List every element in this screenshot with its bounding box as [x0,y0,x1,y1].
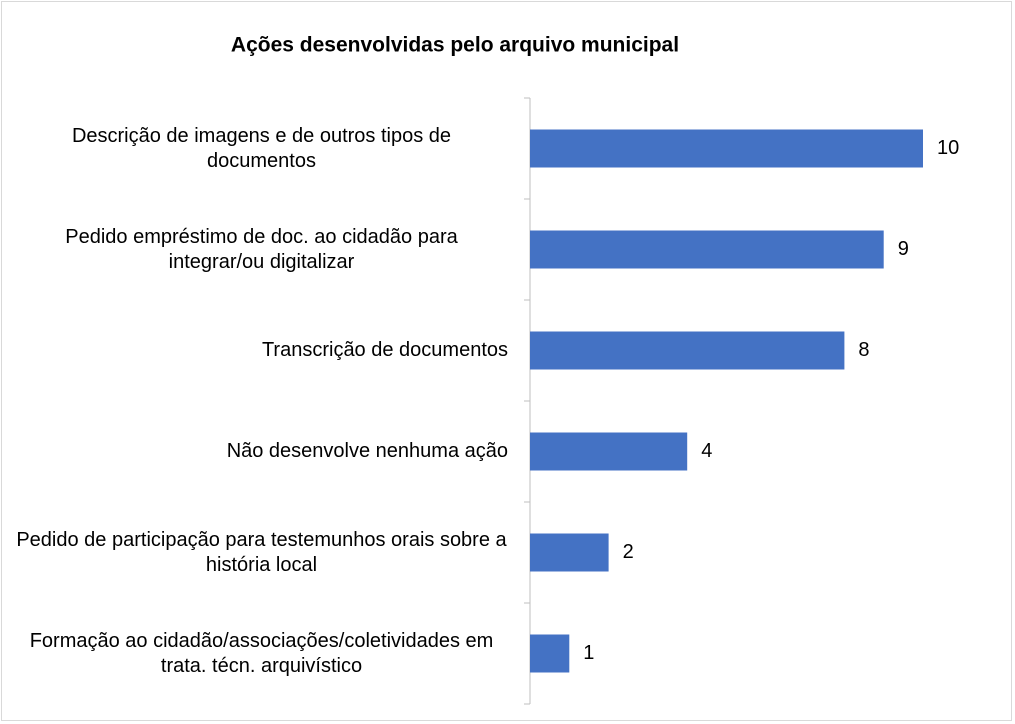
data-label: 4 [701,440,712,462]
category-label: Pedido empréstimo de doc. ao cidadão par… [65,225,458,273]
category-label: Formação ao cidadão/associações/coletivi… [29,629,494,677]
category-label: Pedido de participação para testemunhos … [16,528,507,576]
data-label: 2 [623,541,634,563]
category-label-box: Pedido empréstimo de doc. ao cidadão par… [15,199,508,300]
bar [530,331,845,370]
bar [530,129,923,168]
chart-title: Ações desenvolvidas pelo arquivo municip… [231,34,679,57]
data-label: 1 [583,642,594,664]
data-label: 9 [898,238,909,260]
bar [530,634,570,673]
bar [530,432,688,471]
category-label-box: Transcrição de documentos [15,300,508,401]
bar [530,533,609,572]
data-label: 8 [858,339,869,361]
bar [530,230,884,269]
data-label: 10 [937,137,959,159]
category-label-box: Pedido de participação para testemunhos … [15,502,508,603]
category-label-box: Não desenvolve nenhuma ação [15,401,508,502]
category-label-box: Descrição de imagens e de outros tipos d… [15,98,508,199]
category-label-box: Formação ao cidadão/associações/coletivi… [15,603,508,704]
category-label: Não desenvolve nenhuma ação [226,440,508,462]
category-label: Descrição de imagens e de outros tipos d… [71,124,452,172]
category-label: Transcrição de documentos [261,339,508,361]
